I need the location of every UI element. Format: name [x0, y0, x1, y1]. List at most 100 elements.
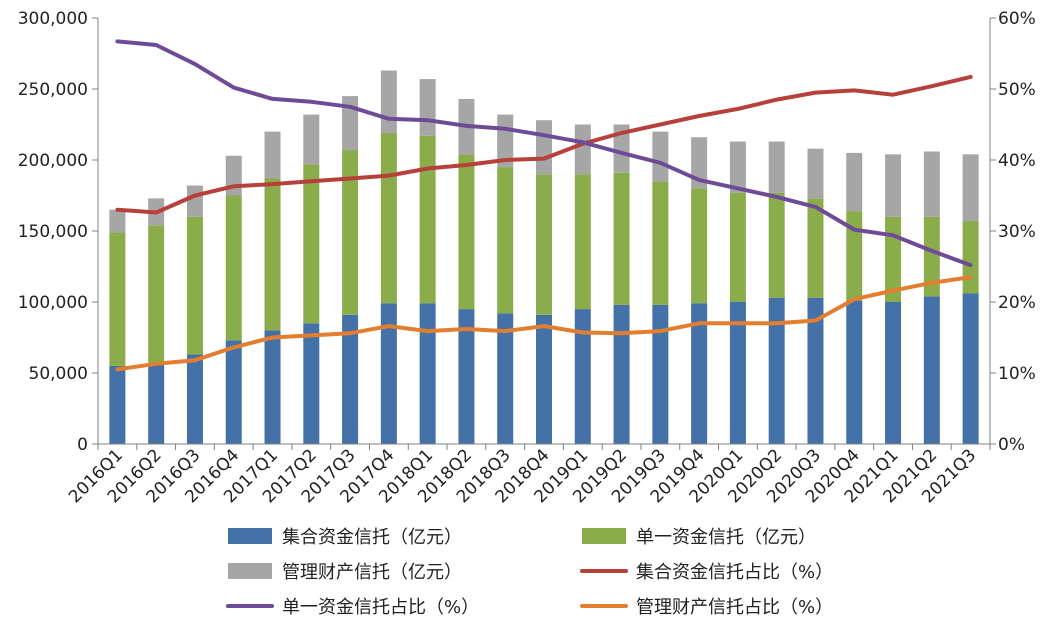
- legend-item-4: 集合资金信托占比（%）: [580, 562, 833, 583]
- line-layer: [115, 39, 973, 372]
- bar-1-2021Q3: [962, 293, 979, 444]
- bar-3-2019Q4: [691, 137, 708, 189]
- left-tick-label: 300,000: [18, 9, 88, 29]
- bar-1-2018Q4: [536, 314, 552, 444]
- bar-layer: [109, 70, 979, 444]
- bar-2-2018Q4: [536, 174, 552, 315]
- bar-1-2018Q1: [419, 303, 436, 444]
- bar-2-2016Q1: [109, 232, 126, 366]
- bar-2-2020Q3: [807, 198, 824, 298]
- bar-3-2016Q3: [186, 185, 203, 217]
- legend-label: 单一资金信托（亿元）: [636, 527, 816, 548]
- left-tick-label: 250,000: [18, 80, 88, 100]
- bar-2-2018Q1: [419, 135, 436, 304]
- bar-1-2018Q2: [458, 309, 475, 444]
- right-tick-label: 60%: [998, 9, 1036, 29]
- bar-1-2019Q2: [613, 304, 630, 444]
- legend-label: 集合资金信托（亿元）: [282, 527, 462, 548]
- bar-1-2021Q1: [885, 302, 902, 444]
- axes: 0 50,000 100,000 150,000 200,000 250,000 300,0…: [18, 9, 1036, 507]
- bar-3-2017Q2: [303, 114, 320, 165]
- bar-2-2021Q3: [962, 221, 979, 294]
- legend-label: 管理财产信托占比（%）: [636, 597, 833, 618]
- bar-2-2020Q2: [768, 192, 785, 298]
- legend-swatch: [228, 528, 272, 544]
- bar-2-2020Q4: [846, 211, 863, 301]
- bar-3-2021Q2: [923, 151, 940, 217]
- right-tick-label: 30%: [998, 222, 1036, 242]
- line-series-2: [115, 39, 973, 268]
- bar-1-2018Q3: [497, 313, 514, 444]
- bar-1-2017Q4: [380, 303, 397, 444]
- bar-3-2021Q1: [885, 154, 902, 217]
- right-tick-label: 50%: [998, 80, 1036, 100]
- line-series-3: [115, 275, 973, 372]
- bar-1-2019Q4: [691, 303, 708, 444]
- bar-2-2019Q4: [691, 188, 708, 304]
- legend-item-1: 集合资金信托（亿元）: [228, 527, 462, 548]
- left-tick-label: 0: [77, 435, 88, 455]
- bar-3-2020Q2: [768, 141, 785, 193]
- bar-1-2016Q1: [109, 365, 126, 444]
- bar-2-2017Q4: [380, 133, 397, 304]
- bar-3-2017Q4: [380, 70, 397, 134]
- bar-2-2020Q1: [729, 192, 746, 302]
- bar-1-2017Q1: [264, 330, 281, 444]
- bar-1-2019Q3: [652, 304, 669, 444]
- bar-2-2019Q2: [613, 172, 630, 305]
- bar-2-2017Q1: [264, 178, 281, 331]
- bar-3-2021Q3: [962, 154, 979, 222]
- bar-2-2021Q2: [923, 216, 940, 297]
- bar-2-2018Q3: [497, 167, 514, 314]
- legend-label: 管理财产信托（亿元）: [282, 562, 462, 583]
- bar-1-2021Q2: [923, 296, 940, 444]
- legend-swatch: [228, 563, 272, 579]
- right-tick-label: 0%: [998, 435, 1025, 455]
- legend: 集合资金信托（亿元） 单一资金信托（亿元） 管理财产信托（亿元） 集合资金信托占比（%…: [226, 527, 833, 618]
- bar-1-2016Q3: [186, 354, 203, 444]
- bar-3-2016Q1: [109, 209, 126, 233]
- line-series-1: [115, 74, 973, 215]
- right-tick-label: 20%: [998, 293, 1036, 313]
- bar-2-2017Q3: [342, 150, 359, 315]
- bar-3-2020Q3: [807, 148, 824, 199]
- bar-1-2020Q4: [846, 300, 863, 444]
- legend-label: 集合资金信托占比（%）: [636, 562, 833, 583]
- left-tick-label: 50,000: [29, 364, 88, 384]
- legend-swatch: [582, 528, 626, 544]
- bar-3-2019Q3: [652, 131, 669, 182]
- bar-1-2016Q2: [148, 363, 165, 444]
- bar-3-2018Q1: [419, 79, 436, 136]
- legend-item-2: 单一资金信托（亿元）: [582, 527, 816, 548]
- bar-1-2017Q2: [303, 323, 320, 444]
- left-tick-label: 100,000: [18, 293, 88, 313]
- bar-3-2020Q4: [846, 152, 863, 212]
- bar-3-2020Q1: [729, 141, 746, 193]
- legend-item-3: 管理财产信托（亿元）: [228, 562, 462, 583]
- bar-3-2017Q1: [264, 131, 281, 179]
- left-tick-label: 150,000: [18, 222, 88, 242]
- bar-1-2019Q1: [574, 309, 591, 444]
- bar-1-2020Q3: [807, 297, 824, 444]
- bar-1-2020Q2: [768, 297, 785, 444]
- bar-1-2020Q1: [729, 302, 746, 444]
- bar-1-2017Q3: [342, 314, 359, 444]
- bar-3-2019Q2: [613, 124, 630, 173]
- bar-2-2019Q1: [574, 174, 591, 310]
- bar-2-2017Q2: [303, 164, 320, 324]
- bar-2-2016Q4: [225, 195, 242, 341]
- bar-2-2019Q3: [652, 181, 669, 305]
- bar-2-2016Q3: [186, 216, 203, 355]
- bar-2-2016Q2: [148, 225, 165, 364]
- bar-3-2019Q1: [574, 124, 591, 175]
- right-tick-label: 10%: [998, 364, 1036, 384]
- bar-2-2018Q2: [458, 154, 475, 310]
- right-tick-label: 40%: [998, 151, 1036, 171]
- legend-item-6: 管理财产信托占比（%）: [580, 597, 833, 618]
- left-tick-label: 200,000: [18, 151, 88, 171]
- legend-item-5: 单一资金信托占比（%）: [226, 597, 479, 618]
- legend-label: 单一资金信托占比（%）: [282, 597, 479, 618]
- bar-3-2018Q4: [536, 120, 552, 175]
- bar-1-2016Q4: [225, 340, 242, 444]
